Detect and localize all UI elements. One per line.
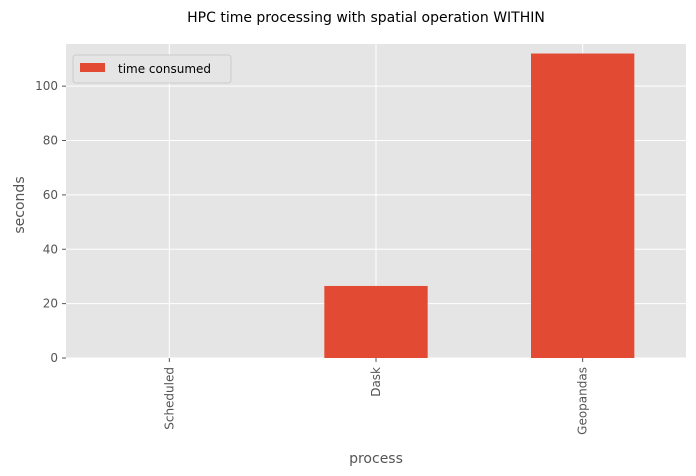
legend-swatch — [80, 63, 105, 72]
y-tick-label: 20 — [43, 297, 58, 311]
bars-group — [324, 53, 635, 359]
y-axis-label: seconds — [12, 176, 28, 233]
x-tick-label: Dask — [369, 367, 383, 397]
legend: time consumed — [72, 54, 232, 84]
x-axis-ticks: Scheduled Dask Geopandas — [162, 358, 590, 435]
y-tick-label: 40 — [43, 242, 58, 256]
x-tick-label: Geopandas — [576, 367, 590, 435]
y-tick-label: 80 — [43, 134, 58, 148]
y-tick-label: 60 — [43, 188, 58, 202]
bar-geopandas — [531, 53, 635, 359]
chart-title: HPC time processing with spatial operati… — [187, 10, 545, 26]
x-axis-label: process — [349, 451, 403, 467]
bar-dask — [324, 285, 428, 358]
legend-box — [72, 54, 232, 84]
legend-label: time consumed — [118, 62, 211, 76]
y-tick-label: 0 — [50, 351, 58, 365]
x-tick-label: Scheduled — [162, 367, 176, 430]
y-axis-ticks: 0 20 40 60 80 100 — [35, 79, 66, 365]
y-tick-label: 100 — [35, 79, 58, 93]
